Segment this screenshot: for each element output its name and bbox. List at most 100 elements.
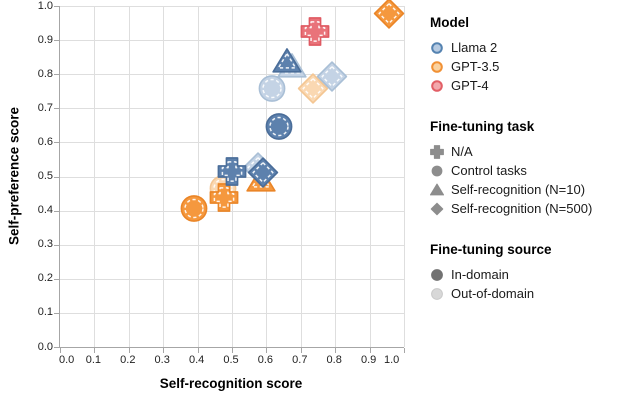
legend-item-self-recognition-n-10-: Self-recognition (N=10) [430, 180, 630, 199]
legend-item-label: N/A [451, 144, 473, 159]
legend-item-self-recognition-n-500-: Self-recognition (N=500) [430, 199, 630, 218]
y-tick-label: 0.7 [37, 101, 53, 114]
light-circle-icon [430, 287, 444, 301]
llama2-circle-icon [430, 41, 444, 55]
y-tick-label: 0.2 [37, 272, 53, 285]
legend-item-out-of-domain: Out-of-domain [430, 284, 630, 303]
x-tick [60, 348, 61, 353]
x-tick [128, 348, 130, 353]
legend-group-fine-tuning-task: Fine-tuning task N/A Control tasks Self-rec… [430, 119, 630, 218]
data-point-gpt35-diamond-dark [371, 0, 407, 36]
y-tick-label: 0.0 [37, 340, 53, 353]
legend-item-label: Control tasks [451, 163, 527, 178]
gridline-horizontal [60, 210, 404, 212]
data-point-llama2-triangle-dark [269, 43, 305, 84]
x-tick [266, 348, 268, 353]
data-point-llama2-diamond-light [314, 59, 350, 100]
dark-circle-icon [430, 268, 444, 282]
y-tick [54, 312, 59, 314]
legend-item-gpt-4: GPT-4 [430, 76, 630, 95]
legend-item-label: GPT-4 [451, 78, 489, 93]
x-tick-label: 0.3 [154, 354, 170, 366]
x-tick [300, 348, 302, 353]
data-point-llama2-plus-dark [214, 153, 250, 194]
x-tick [163, 348, 165, 353]
legend-item-label: Llama 2 [451, 40, 498, 55]
data-point-gpt35-plus-dark [206, 179, 242, 220]
y-tick-label: 0.8 [37, 67, 53, 80]
x-tick [369, 348, 371, 353]
y-tick-label: 0.6 [37, 135, 53, 148]
y-tick-label: 0.4 [37, 204, 53, 217]
x-tick [197, 348, 199, 353]
gridline-horizontal [60, 278, 404, 280]
y-tick [54, 210, 59, 212]
legend-group-fine-tuning-source: Fine-tuning source In-domain Out-of-domain [430, 242, 630, 303]
gridline-vertical [335, 6, 337, 347]
circle-icon [430, 164, 444, 178]
legend-group-title: Model [430, 15, 469, 30]
data-point-gpt35-circle-dark [176, 191, 212, 232]
y-tick [54, 176, 59, 178]
x-tick [404, 348, 405, 353]
legend-item-label: Out-of-domain [451, 286, 535, 301]
y-tick [54, 108, 59, 110]
y-tick [54, 347, 59, 348]
x-tick-label: 0.4 [188, 354, 205, 366]
y-tick-label: 1.0 [37, 0, 53, 12]
plus-icon [430, 144, 444, 159]
legend-item-label: GPT-3.5 [451, 59, 500, 74]
gridline-vertical [404, 6, 405, 347]
x-tick-label: 0.0 [59, 354, 75, 366]
data-point-gpt35-diamond-light [295, 71, 331, 112]
gpt35-circle-icon [430, 60, 444, 74]
data-point-llama2-diamond-dark [245, 155, 281, 196]
x-tick-label: 0.9 [360, 354, 377, 366]
legend-group-title: Fine-tuning task [430, 119, 535, 134]
legend-item-label: Self-recognition (N=500) [451, 201, 593, 216]
x-tick-label: 0.7 [292, 354, 308, 366]
legend-group-model: Model Llama 2 GPT-3.5 GPT-4 [430, 15, 630, 95]
legend-item-control-tasks: Control tasks [430, 161, 630, 180]
legend-item-llama-2: Llama 2 [430, 38, 630, 57]
y-tick [54, 6, 59, 7]
legend: Model Llama 2 GPT-3.5 GPT-4 Fine-tuning task… [430, 15, 630, 327]
gridline-horizontal [60, 312, 404, 314]
x-axis-title: Self-recognition score [159, 376, 303, 391]
x-tick-label: 0.8 [326, 354, 342, 366]
triangle-icon [430, 183, 444, 197]
y-tick [54, 278, 59, 280]
x-tick-label: 0.1 [85, 354, 102, 366]
y-tick [54, 40, 59, 42]
y-tick [54, 142, 59, 144]
plot-area [54, 0, 405, 353]
legend-item-in-domain: In-domain [430, 265, 630, 284]
x-tick [232, 348, 233, 353]
legend-item-label: In-domain [451, 267, 509, 282]
x-tick-label: 0.2 [120, 354, 136, 366]
gridline-vertical [300, 6, 302, 347]
x-tick [335, 348, 337, 353]
y-tick-label: 0.1 [37, 306, 53, 319]
data-point-gpt4-plus-dark [297, 13, 333, 54]
y-tick [54, 74, 59, 76]
data-point-llama2-circle-dark [261, 108, 297, 149]
gridline-horizontal [60, 244, 404, 246]
y-tick-label: 0.3 [37, 238, 53, 251]
data-point-llama2-circle-light [254, 71, 290, 112]
y-tick-label: 0.9 [37, 33, 53, 46]
x-tick-label: 0.5 [223, 354, 239, 366]
legend-group-title: Fine-tuning source [430, 242, 552, 257]
gridline-vertical [369, 6, 371, 347]
y-tick [54, 244, 59, 246]
legend-item-gpt-3-5: GPT-3.5 [430, 57, 630, 76]
gpt4-circle-icon [430, 79, 444, 93]
x-tick [94, 348, 96, 353]
y-tick-label: 0.5 [37, 170, 53, 182]
legend-item-n-a: N/A [430, 142, 630, 161]
y-axis-title: Self-preference score [6, 106, 22, 246]
x-tick-label: 0.6 [257, 354, 274, 366]
diamond-icon [430, 202, 444, 216]
legend-item-label: Self-recognition (N=10) [451, 182, 586, 197]
